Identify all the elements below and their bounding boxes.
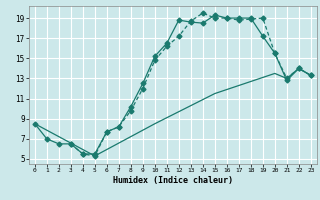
X-axis label: Humidex (Indice chaleur): Humidex (Indice chaleur): [113, 176, 233, 185]
